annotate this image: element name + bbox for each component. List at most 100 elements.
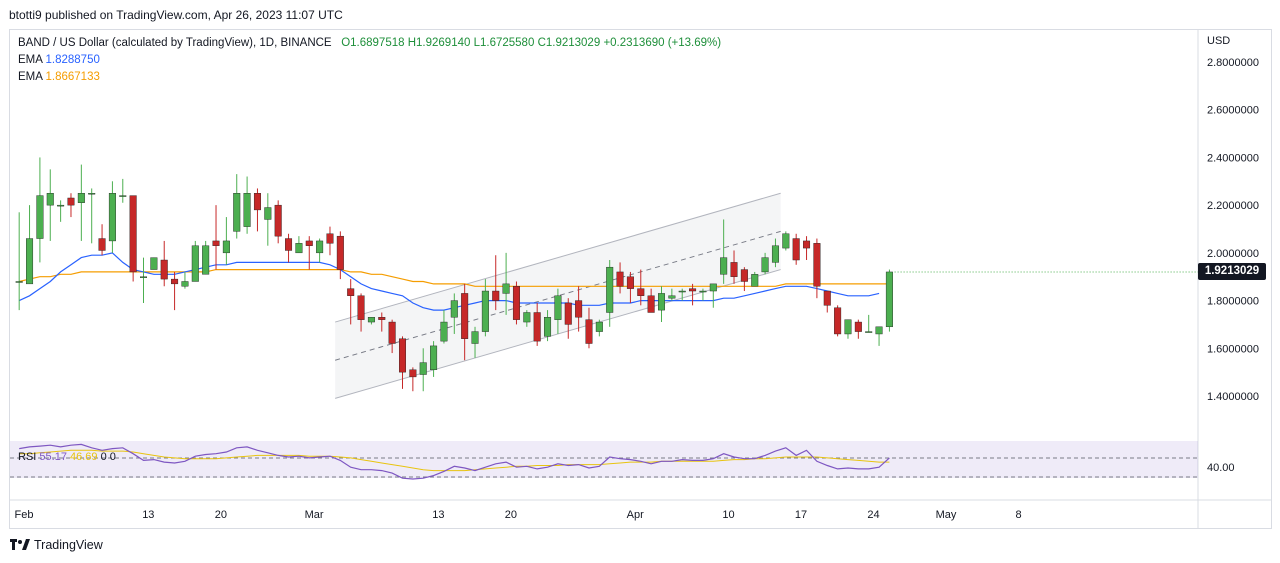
candle[interactable] <box>885 269 893 332</box>
candle[interactable] <box>285 233 293 263</box>
candle[interactable] <box>129 195 137 282</box>
candle[interactable] <box>709 283 717 308</box>
candle[interactable] <box>533 302 541 346</box>
candle[interactable] <box>844 319 852 339</box>
candle[interactable] <box>637 269 645 306</box>
candle[interactable] <box>875 326 883 346</box>
candle[interactable] <box>202 240 210 275</box>
rsi-label: RSI <box>18 451 37 463</box>
candle[interactable] <box>481 279 489 337</box>
candle[interactable] <box>67 193 75 218</box>
candle-body <box>77 193 85 203</box>
candle[interactable] <box>347 279 355 325</box>
candle-body <box>430 345 438 370</box>
rsi-line[interactable] <box>19 443 890 480</box>
ema-slow-row[interactable]: EMA 1.8667133 <box>18 69 721 86</box>
candle[interactable] <box>544 310 552 342</box>
candle[interactable] <box>678 288 686 301</box>
candle-body <box>885 271 893 328</box>
candle[interactable] <box>720 219 728 284</box>
candle[interactable] <box>471 326 479 358</box>
candle-body <box>295 243 303 254</box>
candle[interactable] <box>191 240 199 282</box>
candle[interactable] <box>150 257 158 270</box>
candle[interactable] <box>771 238 779 268</box>
candle[interactable] <box>564 298 572 339</box>
candle[interactable] <box>57 200 65 222</box>
candle[interactable] <box>689 283 697 306</box>
candle[interactable] <box>274 200 282 244</box>
candle[interactable] <box>626 271 634 303</box>
candle[interactable] <box>388 319 396 354</box>
candle-body <box>212 240 220 246</box>
rsi-legend[interactable]: RSI 55.17 46.69 0 0 <box>18 451 116 463</box>
candle-body <box>357 295 365 320</box>
candle[interactable] <box>295 236 303 254</box>
candle[interactable] <box>512 281 520 325</box>
candle[interactable] <box>326 226 334 256</box>
candle-body <box>699 290 707 293</box>
candle[interactable] <box>46 169 54 241</box>
candle[interactable] <box>668 288 676 301</box>
candle[interactable] <box>233 174 241 239</box>
candle[interactable] <box>450 293 458 334</box>
candle[interactable] <box>399 336 407 389</box>
candle[interactable] <box>77 164 85 241</box>
candle[interactable] <box>782 231 790 251</box>
candle[interactable] <box>575 286 583 332</box>
candle[interactable] <box>243 176 251 234</box>
candle[interactable] <box>699 288 707 301</box>
candle[interactable] <box>761 252 769 275</box>
candle[interactable] <box>502 252 510 315</box>
candle[interactable] <box>751 271 759 287</box>
candle[interactable] <box>730 250 738 284</box>
footer-brand[interactable]: TradingView <box>10 538 103 552</box>
candle[interactable] <box>98 224 106 256</box>
candle[interactable] <box>595 319 603 337</box>
candle[interactable] <box>606 260 614 327</box>
candle[interactable] <box>492 255 500 311</box>
candle[interactable] <box>212 205 220 270</box>
candle[interactable] <box>36 157 44 263</box>
candle[interactable] <box>378 312 386 332</box>
candle[interactable] <box>253 188 261 232</box>
candle[interactable] <box>865 314 873 333</box>
candle[interactable] <box>139 257 147 303</box>
candle[interactable] <box>554 288 562 334</box>
candle[interactable] <box>108 181 116 253</box>
candle[interactable] <box>419 348 427 392</box>
candle[interactable] <box>336 231 344 280</box>
candle[interactable] <box>171 271 179 311</box>
candle[interactable] <box>834 305 842 337</box>
candle[interactable] <box>523 310 531 327</box>
candle[interactable] <box>658 286 666 323</box>
candle[interactable] <box>461 283 469 361</box>
candle[interactable] <box>222 217 230 265</box>
candle[interactable] <box>740 267 748 292</box>
candle[interactable] <box>26 205 34 285</box>
candle[interactable] <box>647 288 655 313</box>
candle[interactable] <box>616 262 624 294</box>
candle[interactable] <box>88 188 96 244</box>
candle[interactable] <box>440 310 448 344</box>
candle[interactable] <box>854 319 862 339</box>
candle[interactable] <box>823 290 831 313</box>
rsi-ma-line[interactable] <box>19 449 890 472</box>
candle[interactable] <box>813 238 821 299</box>
ema-fast-row[interactable]: EMA 1.8288750 <box>18 52 721 69</box>
candle[interactable] <box>264 193 272 246</box>
candle[interactable] <box>585 307 593 349</box>
candle[interactable] <box>181 271 189 289</box>
candle[interactable] <box>15 212 23 311</box>
candle[interactable] <box>430 341 438 377</box>
candle[interactable] <box>792 233 800 265</box>
candle[interactable] <box>357 293 365 332</box>
candle[interactable] <box>305 236 313 270</box>
candle[interactable] <box>409 367 417 392</box>
candle[interactable] <box>367 317 375 325</box>
candle[interactable] <box>160 240 168 287</box>
candle[interactable] <box>316 238 324 263</box>
candle[interactable] <box>803 236 811 261</box>
candle[interactable] <box>119 178 127 203</box>
